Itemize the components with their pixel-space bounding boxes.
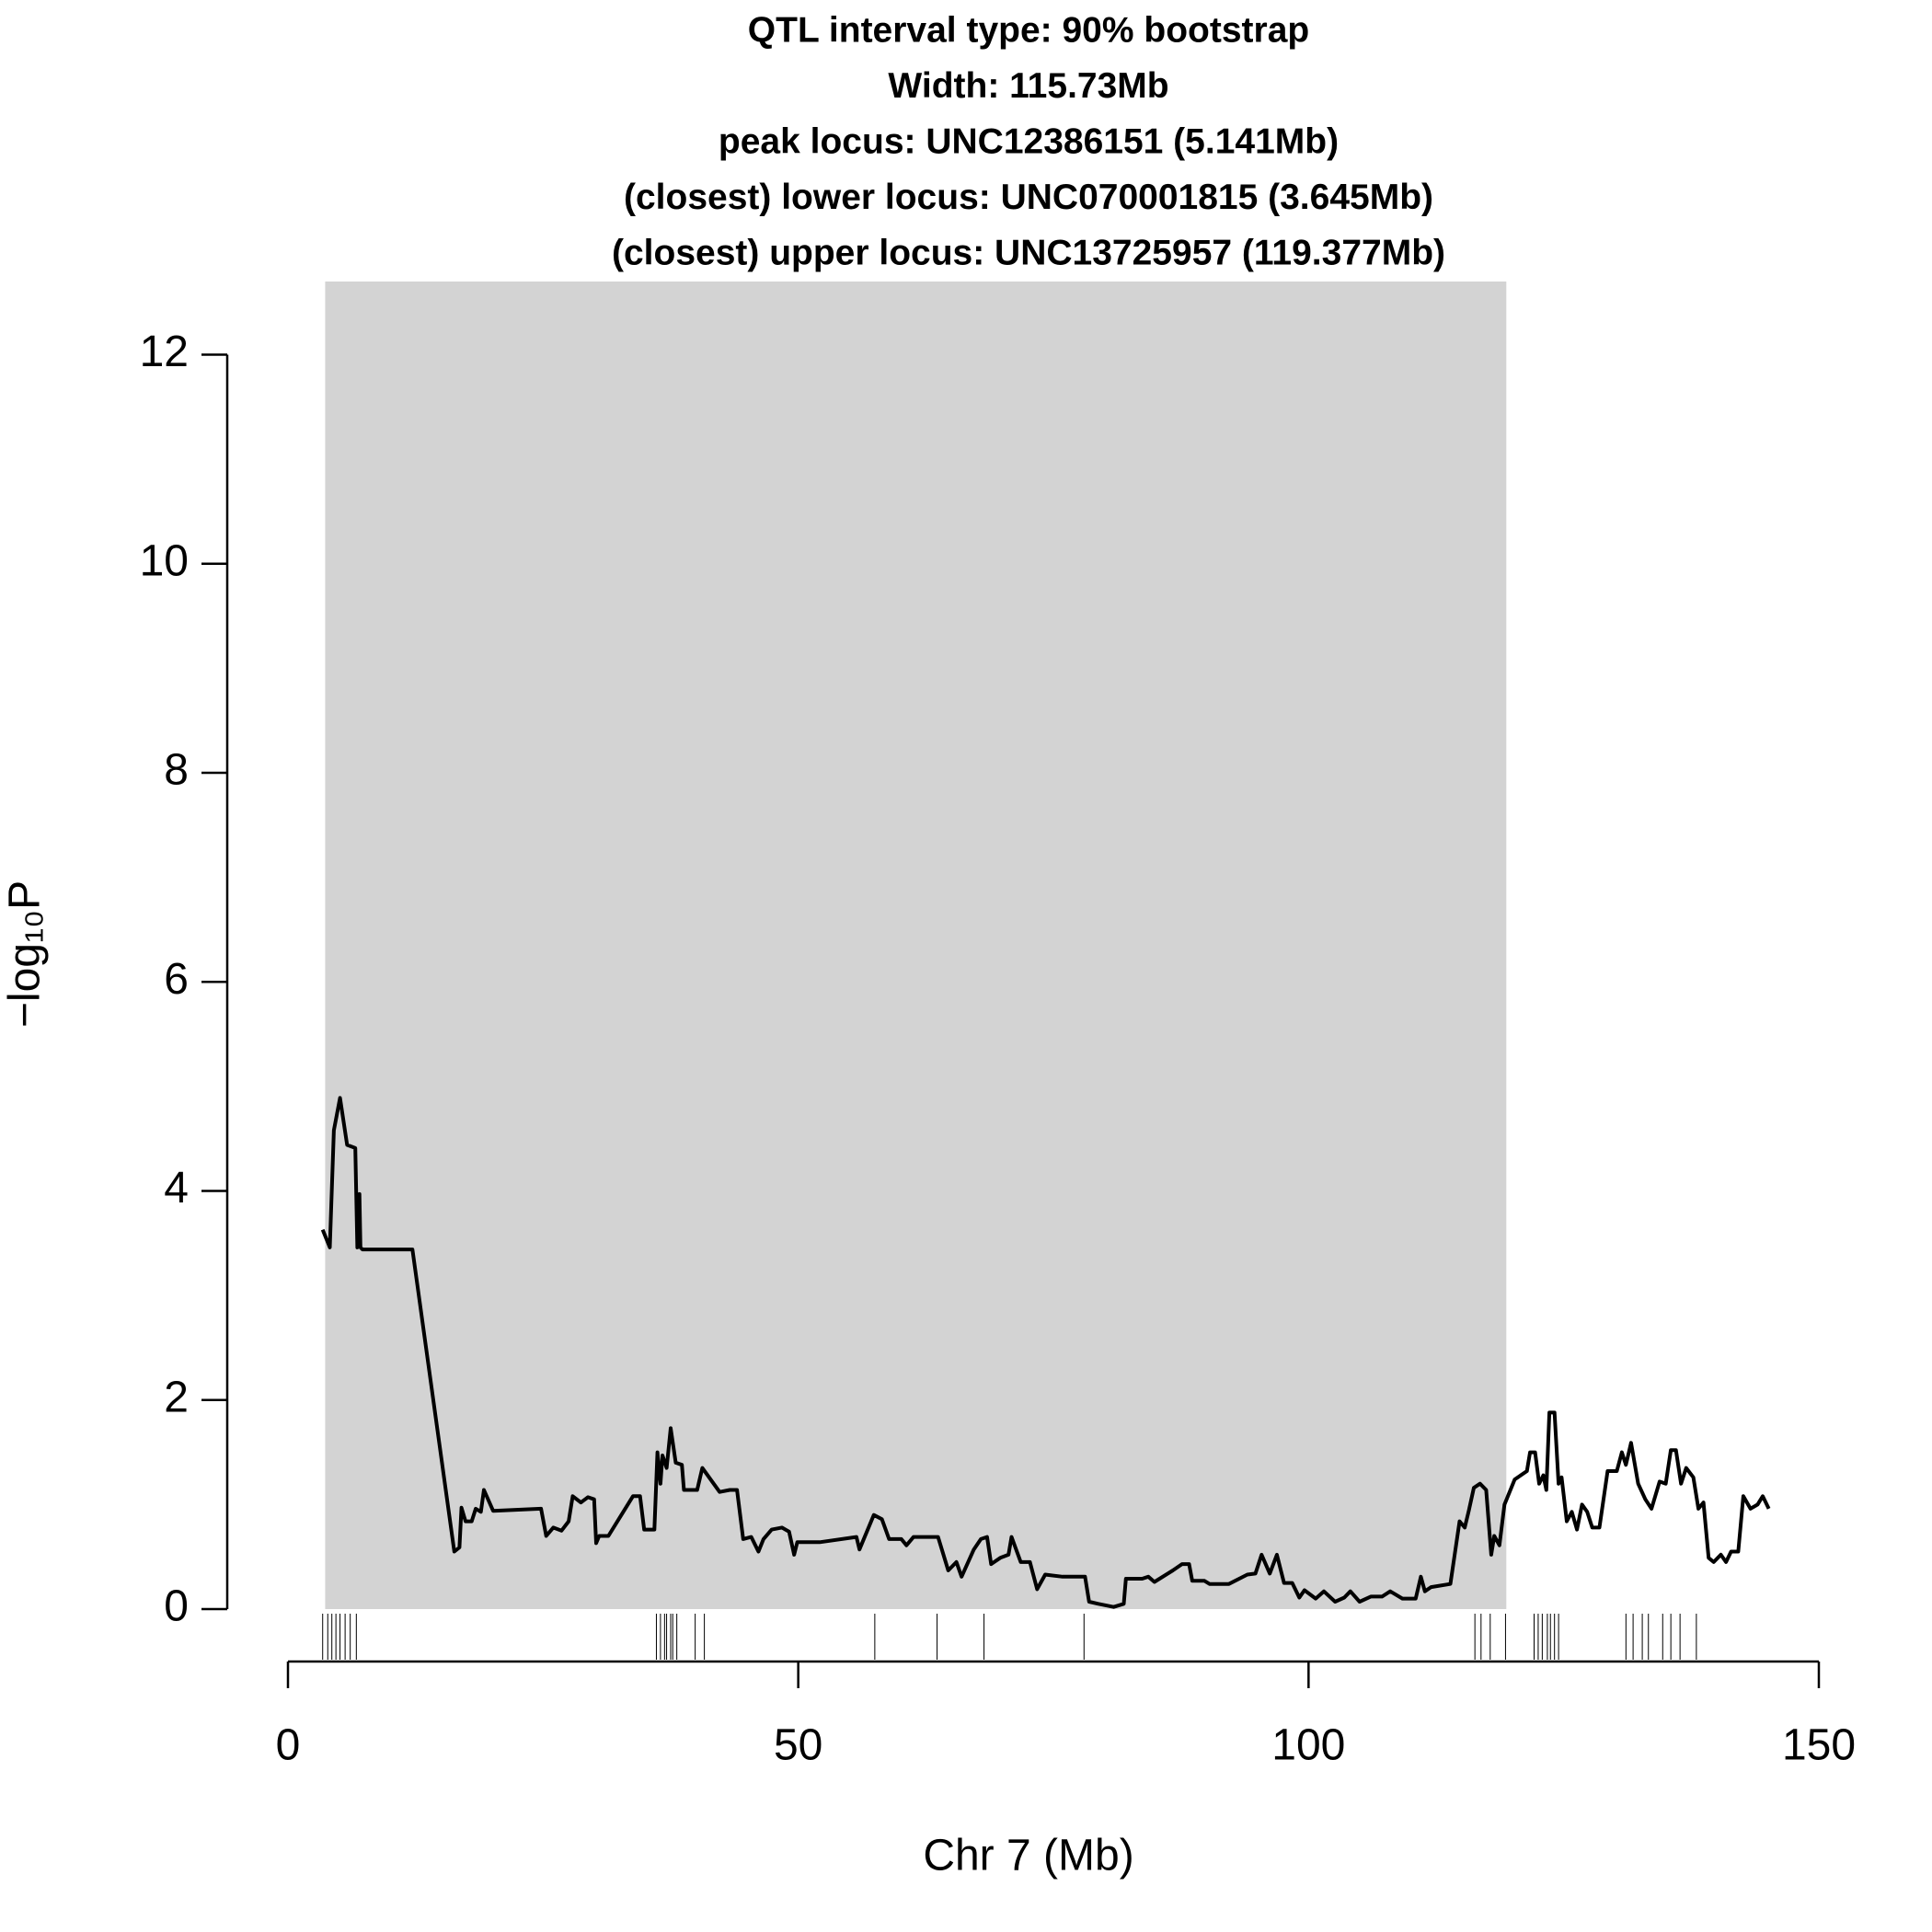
- y-tick-label: 12: [140, 328, 189, 376]
- chart-title: Width: 115.73Mb: [888, 66, 1168, 106]
- chart-title: peak locus: UNC12386151 (5.141Mb): [719, 121, 1339, 161]
- y-tick-label: 2: [164, 1373, 189, 1421]
- chart-title: (closest) upper locus: UNC13725957 (119.…: [612, 233, 1445, 272]
- y-tick-label: 8: [164, 746, 189, 795]
- x-tick-label: 100: [1271, 1721, 1345, 1770]
- chart-title: QTL interval type: 90% bootstrap: [748, 10, 1309, 50]
- y-tick-label: 6: [164, 955, 189, 1004]
- x-tick-label: 150: [1782, 1721, 1856, 1770]
- y-axis-label: −log₁₀P: [1, 880, 50, 1028]
- x-axis-label: Chr 7 (Mb): [923, 1832, 1133, 1880]
- y-tick-label: 10: [140, 536, 189, 585]
- y-tick-label: 0: [164, 1582, 189, 1631]
- y-tick-label: 4: [164, 1164, 189, 1213]
- x-tick-label: 0: [276, 1721, 301, 1770]
- data-line: [320, 1096, 1771, 1609]
- x-tick-label: 50: [774, 1721, 822, 1770]
- chart-title: (closest) lower locus: UNC070001815 (3.6…: [624, 178, 1433, 217]
- interval-band: [325, 282, 1507, 1609]
